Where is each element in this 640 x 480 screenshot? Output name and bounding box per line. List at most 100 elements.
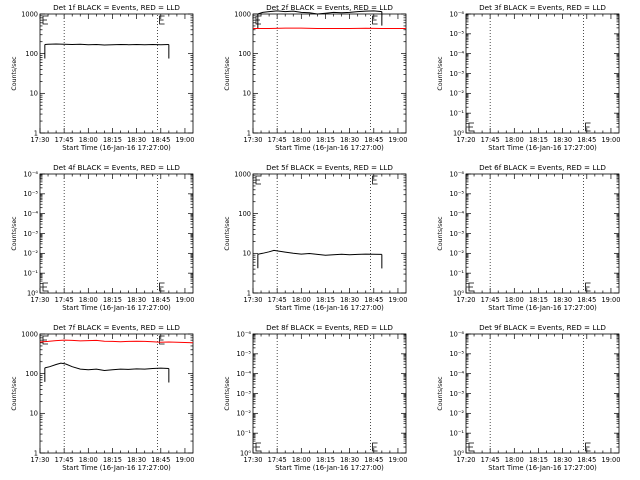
y-tick-label: 10⁻⁶ (236, 330, 251, 338)
x-tick-label: 18:00 (79, 456, 98, 464)
y-tick-label: 1 (34, 449, 38, 457)
panel-det-1: Det 1f BLACK = Events, RED = LLD 1 10 100 10… (11, 3, 194, 152)
x-axis-label: Start Time (16-Jan-16 17:27:00) (62, 464, 171, 472)
x-tick-label: 18:00 (292, 456, 311, 464)
y-tick-label: 10⁻² (236, 410, 251, 418)
x-axis-label: Start Time (16-Jan-16 17:27:00) (275, 464, 384, 472)
x-axis-label: Start Time (16-Jan-16 17:27:00) (275, 304, 384, 312)
x-tick-label: 17:30 (243, 296, 262, 304)
plot-frame (252, 173, 407, 294)
y-tick-label: 10⁰ (27, 289, 38, 297)
x-tick-label: 18:00 (505, 136, 524, 144)
y-tick-label: 10⁻³ (449, 230, 464, 238)
plot-frame (465, 13, 620, 134)
y-tick-label: 10⁻¹ (449, 109, 464, 117)
y-tick-label: 1000 (234, 170, 251, 178)
y-tick-label: 10⁻² (23, 250, 38, 258)
x-tick-label: 18:00 (292, 296, 311, 304)
y-tick-label: 10⁻⁴ (449, 50, 464, 58)
panel-title: Det 5f BLACK = Events, RED = LLD (266, 163, 393, 172)
x-tick-label: 19:00 (388, 296, 407, 304)
y-tick-label: 10⁻⁵ (449, 190, 464, 198)
x-tick-label: 18:15 (103, 456, 122, 464)
panel-det-6: Det 6f BLACK = Events, RED = LLD 10⁰ 10⁻¹ 1… (437, 163, 620, 312)
series-events-line (44, 362, 169, 372)
y-tick-label: 10⁰ (453, 449, 464, 457)
y-tick-label: 1 (247, 289, 251, 297)
y-tick-label: 1000 (21, 330, 38, 338)
y-axis-label: Counts/sec (437, 216, 444, 251)
y-tick-label: 10 (30, 90, 38, 98)
e-flag-mark (255, 175, 261, 185)
e-flag-mark (468, 122, 474, 132)
series-lld-line (39, 339, 194, 344)
y-axis-label: Counts/sec (437, 376, 444, 411)
y-tick-label: 10⁻³ (449, 70, 464, 78)
x-tick-label: 19:00 (388, 136, 407, 144)
x-tick-label: 18:00 (505, 456, 524, 464)
e-flag-mark (585, 122, 591, 132)
panel-det-8: Det 8f BLACK = Events, RED = LLD 10⁰ 10⁻¹ 1… (224, 323, 407, 472)
y-tick-label: 10⁻⁴ (236, 370, 251, 378)
x-tick-label: 18:45 (151, 296, 170, 304)
x-tick-label: 18:15 (529, 296, 548, 304)
x-axis-label: Start Time (16-Jan-16 17:27:00) (62, 144, 171, 152)
x-tick-label: 19:00 (175, 136, 194, 144)
y-tick-label: 100 (238, 50, 251, 58)
x-tick-label: 19:00 (175, 456, 194, 464)
y-tick-label: 10⁻² (449, 250, 464, 258)
x-axis-label: Start Time (16-Jan-16 17:27:00) (62, 304, 171, 312)
panel-det-3: Det 3f BLACK = Events, RED = LLD 10⁰ 10⁻¹ 1… (437, 3, 620, 152)
x-tick-label: 18:15 (529, 136, 548, 144)
x-tick-label: 18:30 (340, 136, 359, 144)
x-tick-label: 18:30 (127, 456, 146, 464)
panel-title: Det 1f BLACK = Events, RED = LLD (53, 3, 180, 12)
x-tick-label: 17:30 (243, 136, 262, 144)
x-tick-label: 17:20 (456, 296, 475, 304)
y-tick-label: 100 (238, 210, 251, 218)
x-tick-label: 18:45 (364, 136, 383, 144)
x-tick-label: 17:30 (243, 456, 262, 464)
x-tick-label: 18:45 (151, 456, 170, 464)
y-axis-label: Counts/sec (224, 56, 231, 91)
x-tick-label: 18:45 (364, 296, 383, 304)
e-flag-mark (372, 442, 378, 452)
y-tick-label: 10⁻⁶ (23, 170, 38, 178)
y-tick-label: 10⁰ (453, 289, 464, 297)
y-tick-label: 100 (25, 50, 38, 58)
x-axis-label: Start Time (16-Jan-16 17:27:00) (275, 144, 384, 152)
x-tick-label: 18:30 (340, 296, 359, 304)
e-flag-mark (585, 282, 591, 292)
x-tick-label: 18:45 (364, 456, 383, 464)
x-tick-label: 19:00 (175, 296, 194, 304)
x-tick-label: 18:30 (127, 296, 146, 304)
y-tick-label: 10⁻¹ (236, 429, 251, 437)
x-tick-label: 18:00 (292, 136, 311, 144)
y-tick-label: 1000 (234, 10, 251, 18)
plot-frame (465, 173, 620, 294)
x-axis-label: Start Time (16-Jan-16 17:27:00) (488, 144, 597, 152)
panel-title: Det 7f BLACK = Events, RED = LLD (53, 323, 180, 332)
x-tick-label: 17:20 (456, 456, 475, 464)
x-tick-label: 17:45 (55, 296, 74, 304)
y-tick-label: 10⁻³ (23, 230, 38, 238)
x-tick-label: 17:20 (456, 136, 475, 144)
panel-title: Det 6f BLACK = Events, RED = LLD (479, 163, 606, 172)
y-tick-label: 10⁰ (240, 449, 251, 457)
y-tick-label: 10⁻³ (449, 390, 464, 398)
x-tick-label: 18:30 (127, 136, 146, 144)
panel-title: Det 4f BLACK = Events, RED = LLD (53, 163, 180, 172)
y-tick-label: 10⁻⁴ (23, 210, 38, 218)
e-flag-mark (42, 15, 48, 25)
y-tick-label: 10 (243, 90, 251, 98)
panel-title: Det 2f BLACK = Events, RED = LLD (266, 3, 393, 12)
x-tick-label: 18:30 (340, 456, 359, 464)
series-events-line (257, 249, 382, 256)
panel-det-2: Det 2f BLACK = Events, RED = LLD 1 10 100 10… (224, 3, 407, 152)
e-flag-mark (468, 442, 474, 452)
x-tick-label: 19:00 (388, 456, 407, 464)
y-tick-label: 10 (30, 410, 38, 418)
panel-title: Det 3f BLACK = Events, RED = LLD (479, 3, 606, 12)
e-flag-mark (372, 175, 378, 185)
y-tick-label: 10⁻⁶ (449, 170, 464, 178)
